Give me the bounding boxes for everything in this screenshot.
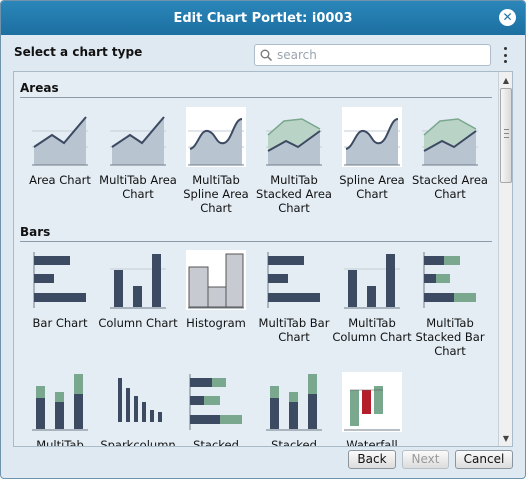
- chart-option-multitab-stacked-bar-chart[interactable]: MultiTab Stacked Bar Chart: [410, 250, 490, 358]
- chart-option-label: MultiTab: [36, 438, 84, 447]
- chart-option-multitab-stacked-area-chart[interactable]: MultiTab Stacked Area Chart: [254, 107, 334, 215]
- chart-option-spline-area-chart[interactable]: Spline Area Chart: [332, 107, 412, 201]
- chart-option-sparkcolumn[interactable]: Sparkcolumn: [98, 372, 178, 447]
- list-scrollbar[interactable]: ▲ ▼: [498, 72, 512, 446]
- multitab-bar-chart-icon: [267, 252, 320, 308]
- chart-option-label: Column Chart: [98, 316, 178, 330]
- search-icon: [255, 45, 277, 65]
- chart-option-multitab-bar-chart[interactable]: MultiTab Bar Chart: [254, 250, 334, 344]
- chart-option-label: MultiTab Stacked Area Chart: [256, 173, 332, 215]
- chart-option-multitab-stacked-column[interactable]: MultiTab: [20, 372, 100, 447]
- next-button[interactable]: Next: [402, 450, 449, 469]
- chart-option-label: Waterfall: [346, 438, 398, 447]
- chart-option-area-chart[interactable]: Area Chart: [20, 107, 100, 187]
- chart-option-label: Stacked: [271, 438, 317, 447]
- search-box[interactable]: [254, 44, 491, 66]
- multitab-stacked-column-icon: [32, 374, 88, 431]
- multitab-stacked-area-chart-icon: [266, 118, 322, 166]
- scrollbar-thumb[interactable]: [500, 88, 512, 183]
- chart-option-multitab-column-chart[interactable]: MultiTab Column Chart: [332, 250, 412, 344]
- chart-option-label: Sparkcolumn: [100, 438, 176, 447]
- multitab-stacked-bar-chart-icon: [423, 252, 476, 308]
- stacked-area-chart-icon: [422, 118, 478, 166]
- chart-option-label: MultiTab Stacked Bar Chart: [415, 316, 485, 358]
- chart-option-column-chart[interactable]: Column Chart: [98, 250, 178, 330]
- histogram-icon: [186, 250, 246, 310]
- back-button[interactable]: Back: [348, 450, 396, 469]
- section-divider: [20, 241, 492, 242]
- sparkcolumn-icon: [118, 378, 162, 422]
- chart-option-histogram[interactable]: Histogram: [176, 250, 256, 330]
- chart-option-label: Area Chart: [29, 173, 91, 187]
- section-title-bars: Bars: [20, 225, 51, 239]
- chart-option-bar-chart[interactable]: Bar Chart: [20, 250, 100, 330]
- chart-option-multitab-area-chart[interactable]: MultiTab Area Chart: [98, 107, 178, 201]
- chart-option-stacked-column[interactable]: Stacked: [254, 372, 334, 447]
- select-chart-type-label: Select a chart type: [14, 45, 143, 59]
- chart-option-waterfall[interactable]: Waterfall: [332, 372, 412, 447]
- chart-option-label: MultiTab Bar Chart: [258, 316, 330, 344]
- dialog-title: Edit Chart Portlet: i0003: [173, 10, 353, 26]
- chart-option-label: Bar Chart: [32, 316, 88, 330]
- bar-chart-icon: [33, 252, 86, 308]
- multitab-spline-area-chart-icon: [186, 107, 246, 167]
- spline-area-chart-icon: [342, 107, 402, 167]
- stacked-bar-icon: [189, 374, 242, 430]
- chart-option-label: MultiTab Area Chart: [99, 173, 177, 201]
- chart-option-label: MultiTab Column Chart: [332, 316, 412, 344]
- chart-option-label: Spline Area Chart: [339, 173, 405, 201]
- multitab-area-chart-icon: [110, 116, 166, 166]
- dialog-title-bar: Edit Chart Portlet: i0003 ✕: [1, 1, 525, 35]
- chart-option-label: Stacked: [193, 438, 239, 447]
- search-input[interactable]: [277, 48, 477, 62]
- waterfall-icon: [342, 372, 402, 432]
- column-chart-icon: [110, 254, 166, 309]
- chart-option-label: Stacked Area Chart: [412, 173, 488, 201]
- chart-option-multitab-spline-area-chart[interactable]: MultiTab Spline Area Chart: [176, 107, 256, 215]
- close-icon[interactable]: ✕: [499, 9, 516, 26]
- chart-option-label: Histogram: [186, 316, 246, 330]
- stacked-column-icon: [266, 374, 322, 431]
- cancel-button[interactable]: Cancel: [455, 450, 513, 469]
- scroll-up-icon[interactable]: ▲: [502, 75, 510, 85]
- chart-type-list: Areas Area Chart: [13, 71, 513, 447]
- chart-option-label: MultiTab Spline Area Chart: [183, 173, 249, 215]
- area-chart-icon: [32, 116, 88, 166]
- scroll-down-icon[interactable]: ▼: [502, 433, 510, 443]
- multitab-column-chart-icon: [344, 254, 400, 309]
- chart-option-stacked-bar[interactable]: Stacked: [176, 372, 256, 447]
- section-title-areas: Areas: [20, 81, 59, 95]
- section-divider: [20, 97, 492, 98]
- chart-option-stacked-area-chart[interactable]: Stacked Area Chart: [410, 107, 490, 201]
- more-options-icon[interactable]: [499, 45, 511, 65]
